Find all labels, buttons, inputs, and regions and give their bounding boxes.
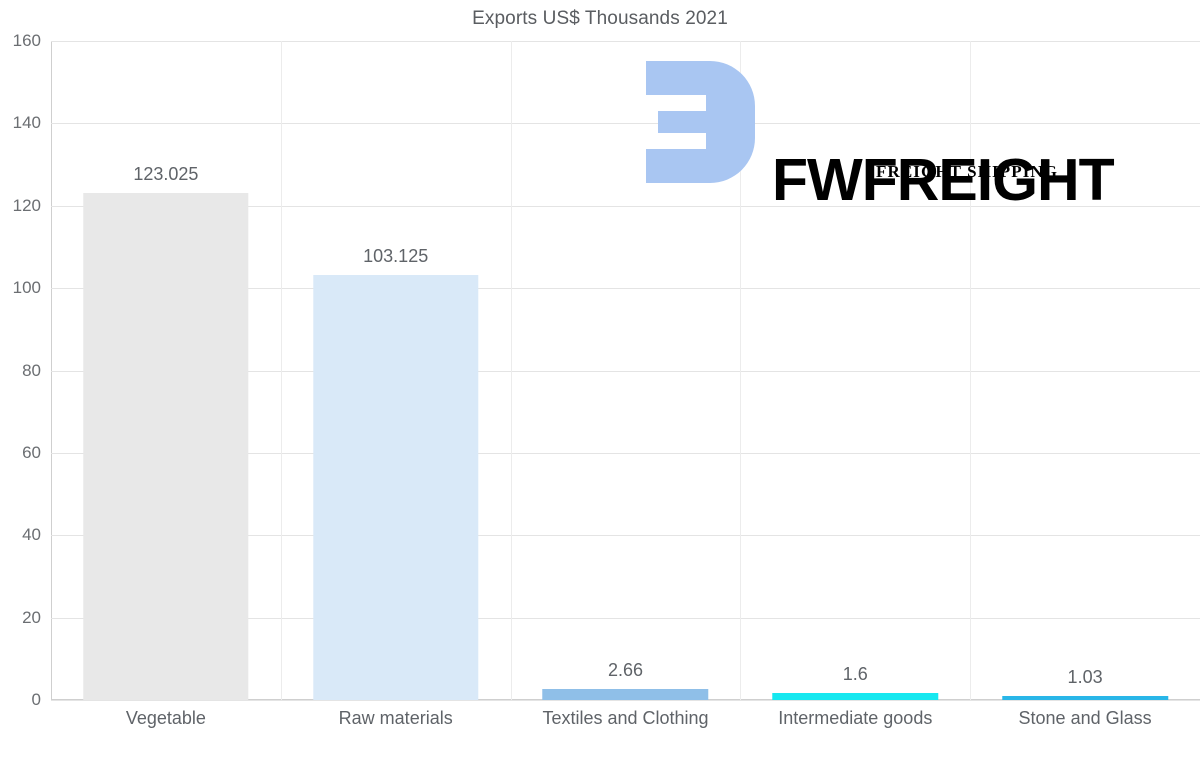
x-axis-tick-label: Textiles and Clothing [542, 708, 709, 728]
x-axis-tick-label: Stone and Glass [1018, 708, 1152, 728]
gridline-horizontal [51, 452, 1200, 454]
gridline-horizontal [51, 205, 1200, 207]
gridline-horizontal [51, 370, 1200, 372]
bar-slot: 123.025 [51, 41, 281, 700]
bar-slot: 1.03 [970, 41, 1200, 700]
bar-slot: 103.125 [281, 41, 511, 700]
bar[interactable] [772, 693, 939, 700]
bar[interactable] [312, 275, 479, 700]
bar-value-label: 2.66 [607, 660, 644, 681]
bar-slot: 2.66 [511, 41, 741, 700]
bar-value-label: 1.03 [1067, 666, 1103, 687]
y-axis-tick-label: 140 [12, 113, 41, 133]
x-axis-tick-label: Intermediate goods [778, 708, 933, 728]
bar[interactable] [542, 689, 709, 700]
gridline-horizontal [51, 288, 1200, 290]
gridline-vertical [970, 41, 971, 700]
gridline-horizontal [51, 700, 1200, 701]
y-axis-tick-label: 160 [12, 31, 41, 50]
y-axis-tick-label: 80 [22, 360, 41, 380]
plot-area: 123.025 103.125 2.66 1.6 1.03 [51, 41, 1200, 701]
gridline-horizontal [51, 535, 1200, 537]
gridline-vertical [511, 41, 512, 700]
bar[interactable] [83, 193, 249, 700]
bar[interactable] [1002, 695, 1168, 700]
gridline-horizontal [51, 123, 1200, 125]
x-axis-tick-label: Vegetable [125, 708, 206, 728]
gridline-vertical [740, 41, 741, 700]
bar-value-label: 1.6 [842, 664, 868, 685]
bar-value-label: 103.125 [363, 246, 429, 267]
y-axis-tick-label: 60 [22, 442, 41, 462]
y-axis-tick-label: 20 [22, 607, 41, 627]
y-axis-labels: 0 20 40 60 80 100 120 140 160 [0, 31, 51, 709]
y-axis-tick-label: 120 [12, 195, 41, 215]
y-axis-tick-label: 0 [31, 690, 41, 709]
gridline-vertical [281, 41, 282, 700]
chart-title: Exports US$ Thousands 2021 [472, 8, 728, 29]
bar-value-label: 123.025 [133, 164, 199, 185]
x-axis-labels: Vegetable Raw materials Textiles and Cloth… [51, 708, 1200, 748]
bar-slot: 1.6 [740, 41, 970, 700]
y-axis-tick-label: 100 [12, 278, 41, 298]
gridline-horizontal [51, 41, 1200, 42]
y-axis-tick-label: 40 [22, 525, 41, 545]
x-axis-tick-label: Raw materials [338, 708, 453, 728]
gridline-horizontal [51, 617, 1200, 619]
